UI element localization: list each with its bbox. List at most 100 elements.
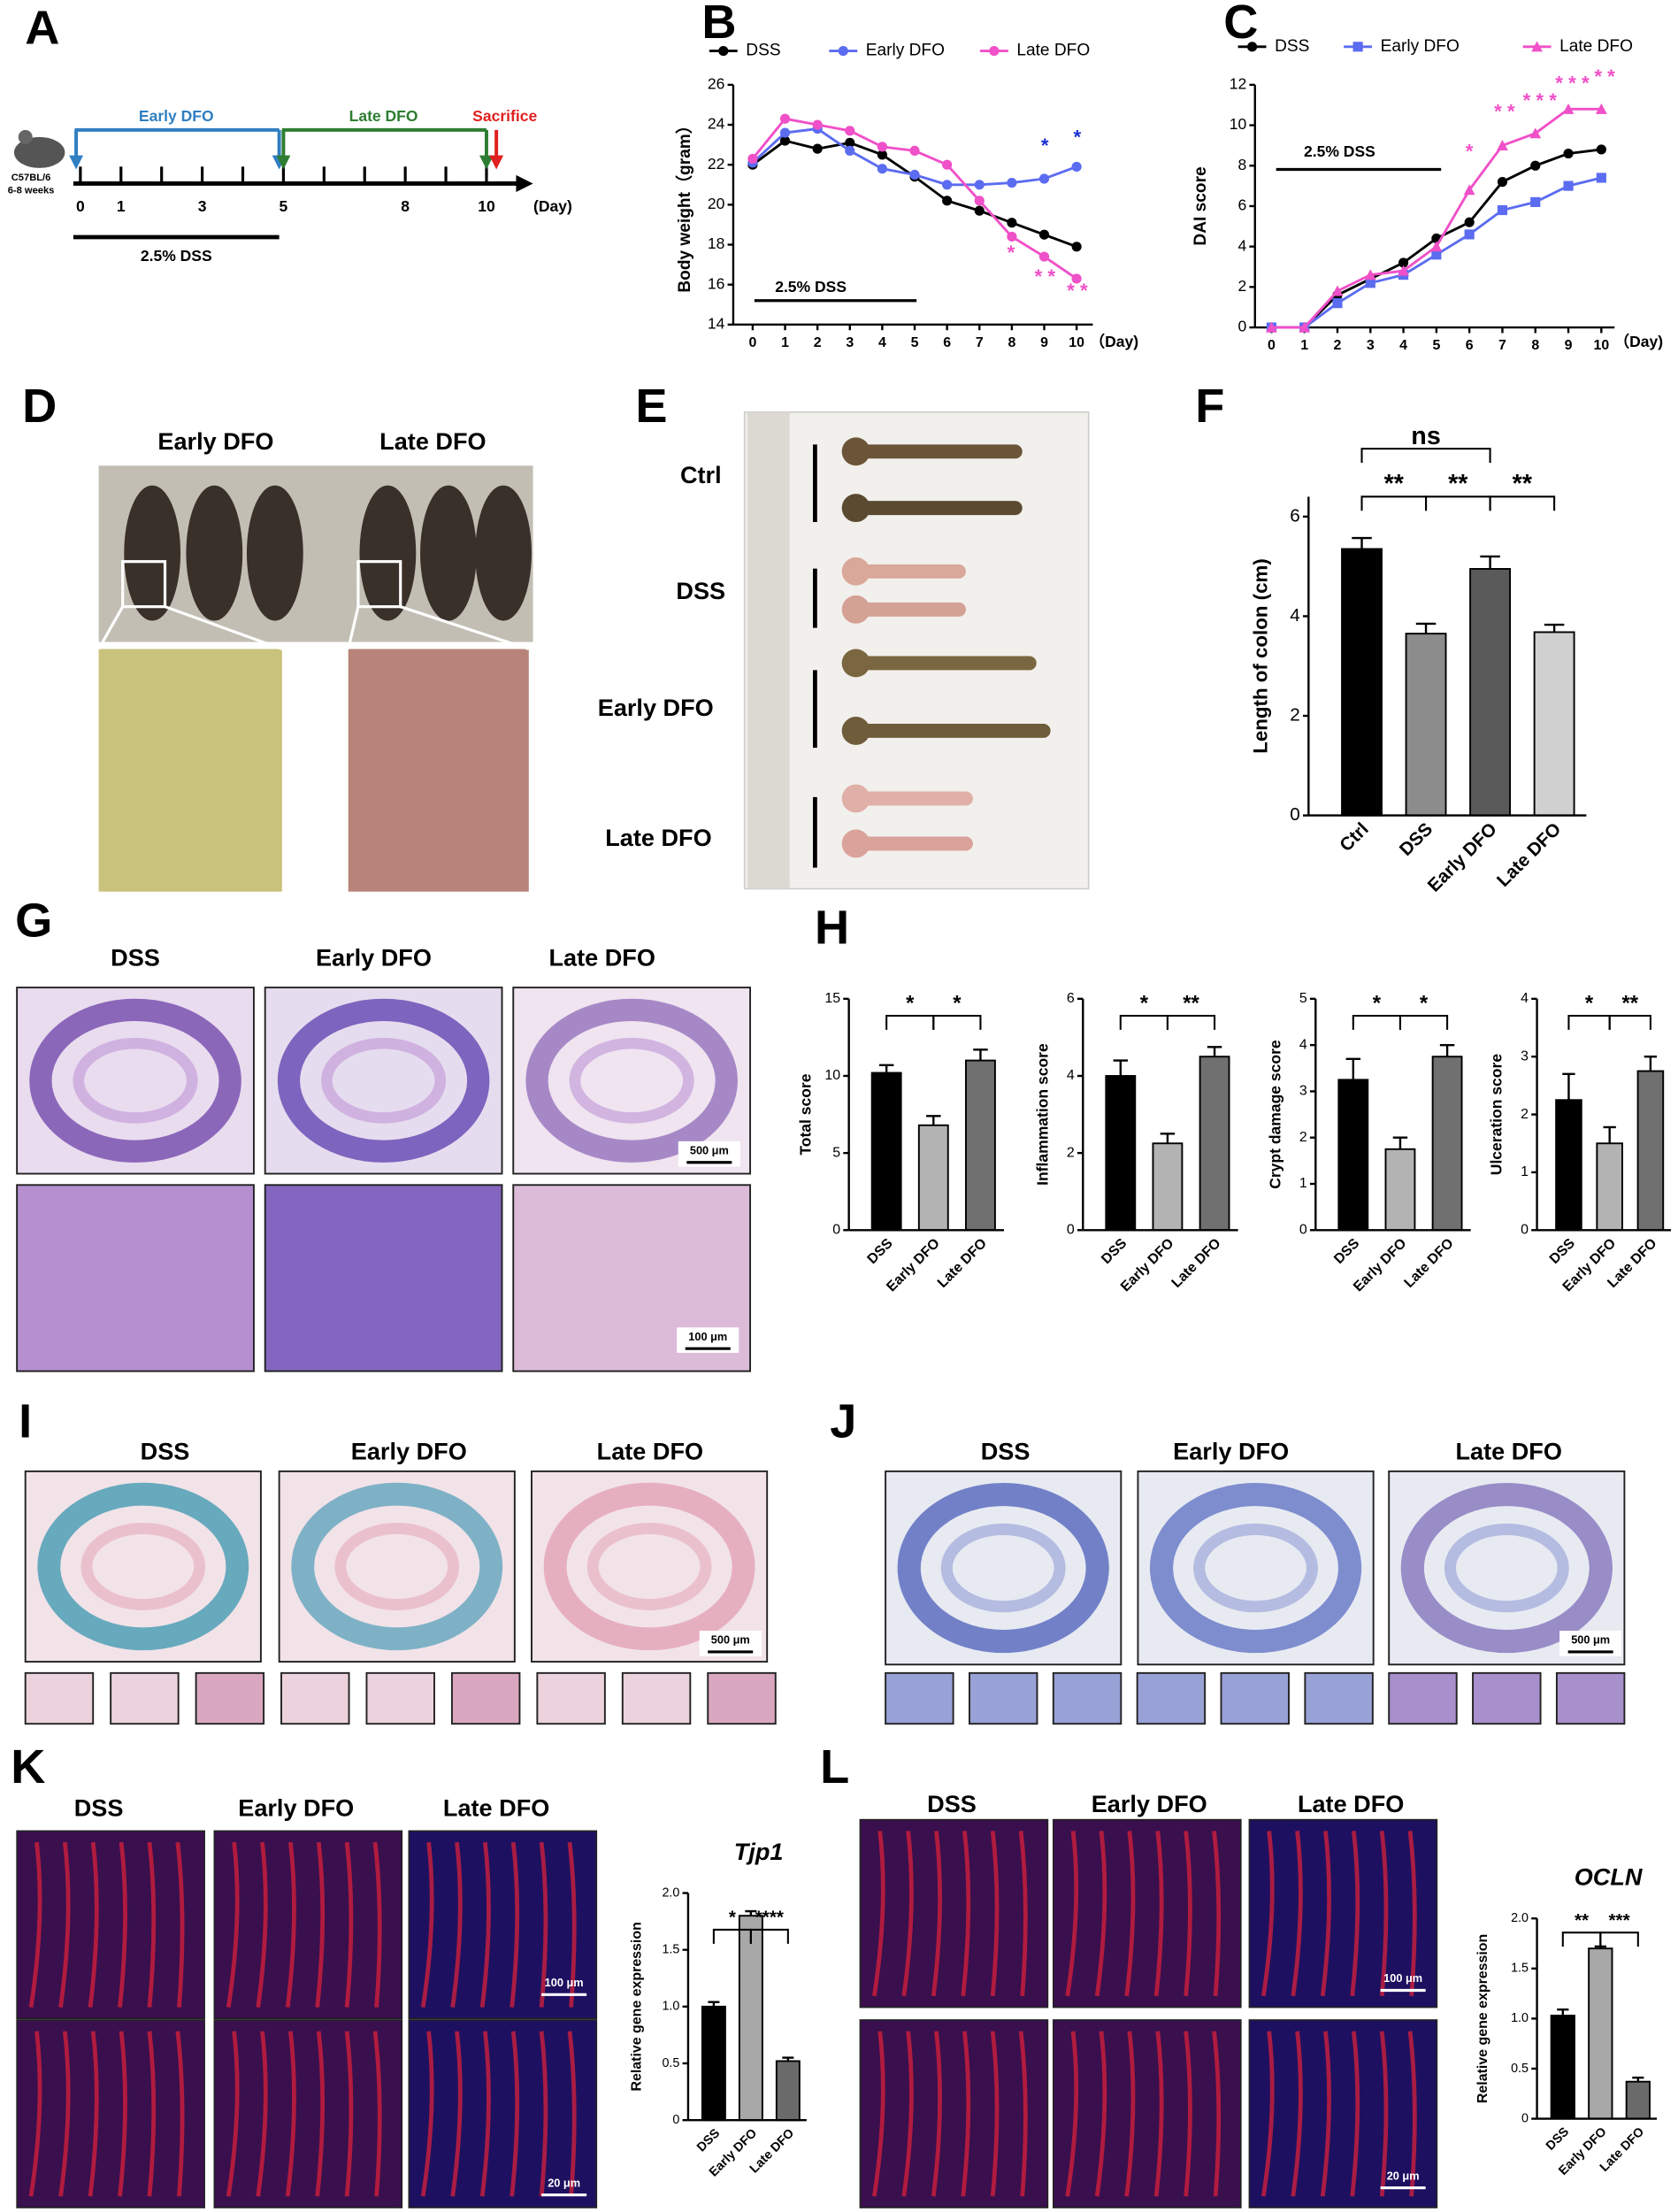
significance-label: ** (1448, 470, 1468, 498)
chart-title: OCLN (1575, 1863, 1644, 1891)
y-axis-label: Relative gene expression (1475, 1934, 1490, 2103)
bar (1341, 548, 1383, 817)
marker (942, 196, 953, 206)
photo (743, 411, 1090, 890)
phase-label: Early DFO (139, 107, 214, 125)
marker (1038, 251, 1050, 262)
stain (1184, 1831, 1192, 1997)
panel-letter: K (11, 1740, 45, 1793)
group-label: DSS (676, 577, 725, 604)
annotation: * * (1594, 65, 1615, 88)
y-axis-label: Total score (796, 1073, 814, 1155)
significance-bracket (1119, 1014, 1168, 1030)
annotation: * (1041, 134, 1049, 157)
annotation: * (1008, 242, 1015, 264)
stain (315, 1841, 326, 2008)
y-tick-label: 0.5 (1511, 2062, 1529, 2076)
y-tick-label: 24 (708, 115, 725, 133)
bar (1588, 1947, 1613, 2120)
marker (1299, 321, 1311, 333)
tissue-lumen (1193, 1523, 1319, 1613)
significance-label: * (729, 1908, 737, 1928)
day-label: 5 (280, 197, 288, 215)
micrograph (195, 1671, 265, 1725)
stain (1407, 2031, 1417, 2197)
marker (1332, 298, 1343, 309)
x-tick-label: Late DFO (1402, 1236, 1457, 1291)
strain: C57BL/6 (11, 173, 51, 183)
group-label: Early DFO (157, 427, 273, 455)
y-tick-label: 2.0 (1511, 1911, 1529, 1925)
marker (845, 137, 855, 148)
annotation: * * (1494, 101, 1515, 123)
fluorescence-image (1248, 2019, 1438, 2208)
x-tick-label: 10 (1069, 335, 1084, 350)
x-tick-label: 10 (1593, 338, 1609, 353)
group-label: Early DFO (1173, 1437, 1289, 1464)
micrograph (365, 1671, 435, 1725)
y-tick-label: 0 (1521, 2111, 1529, 2125)
marker (942, 159, 953, 170)
significance-label: ** (1513, 470, 1533, 498)
tissue-lumen (334, 1522, 460, 1610)
legend-label: DSS (746, 42, 780, 60)
y-tick-label: 3 (1521, 1048, 1529, 1064)
stain (871, 1831, 885, 1997)
group-label: DSS (74, 1794, 124, 1822)
y-tick-label: 4 (1237, 236, 1246, 254)
marker (877, 142, 887, 152)
stain (990, 1831, 1000, 1997)
stain (450, 2031, 463, 2197)
scale-bar: 500 μm (711, 1633, 750, 1647)
y-axis-label: Length of colon (cm) (1250, 558, 1272, 753)
timeline-arrow (516, 174, 533, 193)
annotation: 2.5% DSS (1304, 142, 1375, 160)
stain (479, 1841, 491, 2008)
fluorescence-image (408, 1830, 598, 2020)
colon (846, 836, 973, 851)
stain (1260, 1831, 1275, 1997)
marker (1071, 242, 1082, 252)
annotation: * * * (1555, 73, 1590, 95)
group-label: Late DFO (597, 1437, 703, 1464)
marker (877, 164, 887, 174)
y-tick-label: 2 (1299, 1130, 1307, 1145)
colon (846, 501, 1023, 516)
micrograph (110, 1671, 180, 1725)
stain (1379, 1831, 1389, 1997)
group-label: Late DFO (548, 943, 655, 971)
panel-letter: C (1223, 0, 1258, 49)
legend-label: Late DFO (1016, 42, 1090, 60)
marker (1497, 176, 1508, 188)
marker (779, 127, 791, 138)
bar (1405, 633, 1447, 817)
stain (450, 1841, 463, 2008)
y-tick-label: 0 (1067, 1222, 1075, 1237)
y-tick-label: 5 (832, 1145, 840, 1160)
y-tick-label: 4 (1067, 1068, 1075, 1083)
marker (1497, 204, 1508, 216)
marker (747, 153, 758, 164)
stain (961, 2031, 971, 2197)
micrograph (1136, 1671, 1207, 1725)
group-label: Early DFO (1092, 1790, 1207, 1817)
panel-letter: D (22, 380, 57, 433)
tissue-ring (1400, 1482, 1613, 1654)
micrograph (264, 1184, 503, 1372)
marker (974, 180, 985, 190)
significance-bracket (1352, 1014, 1401, 1030)
x-tick-label: 5 (911, 335, 919, 350)
x-tick-label: DSS (1331, 1236, 1362, 1267)
marker (1266, 321, 1277, 333)
stain (147, 2031, 157, 2197)
marker (909, 145, 920, 156)
day-label: 8 (401, 197, 410, 215)
stain (1212, 1831, 1222, 1997)
colon (846, 656, 1037, 671)
fluorescence-image (1053, 2019, 1242, 2208)
y-tick-label: 4 (1290, 605, 1300, 626)
micrograph (450, 1671, 521, 1725)
stain (1291, 2031, 1303, 2197)
micrograph (968, 1671, 1038, 1725)
bar (738, 1915, 763, 2122)
